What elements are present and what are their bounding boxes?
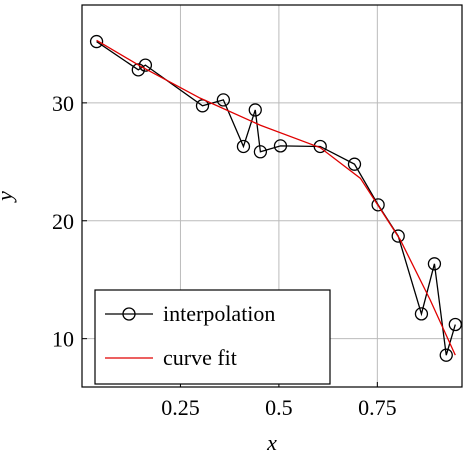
y-tick-label: 30 <box>52 91 74 116</box>
data-point <box>131 63 145 77</box>
data-point <box>248 103 262 117</box>
data-point <box>391 229 405 243</box>
y-tick-label: 10 <box>52 327 74 352</box>
x-tick-label: 0.25 <box>161 395 200 420</box>
plot-frame <box>81 4 463 388</box>
data-point <box>313 139 327 154</box>
data-point <box>439 348 453 362</box>
series-line <box>96 41 456 356</box>
data-point <box>273 139 288 153</box>
legend-label: interpolation <box>163 301 275 326</box>
series-line <box>96 39 456 356</box>
data-point <box>414 307 429 321</box>
y-tick-label: 20 <box>52 209 74 234</box>
legend-label: curve fit <box>163 345 237 370</box>
data-point <box>347 157 362 171</box>
data-point <box>448 317 462 332</box>
legend <box>94 289 331 385</box>
legend-marker <box>122 307 136 321</box>
data-point <box>89 34 104 49</box>
x-tick-label: 0.5 <box>265 395 293 420</box>
data-point <box>216 93 231 107</box>
y-axis-label: y <box>0 191 17 203</box>
data-point <box>236 139 251 154</box>
data-point <box>371 198 385 212</box>
x-tick-label: 0.75 <box>358 395 397 420</box>
data-point <box>427 257 442 271</box>
data-point <box>253 145 268 159</box>
x-axis-label: x <box>266 430 277 455</box>
